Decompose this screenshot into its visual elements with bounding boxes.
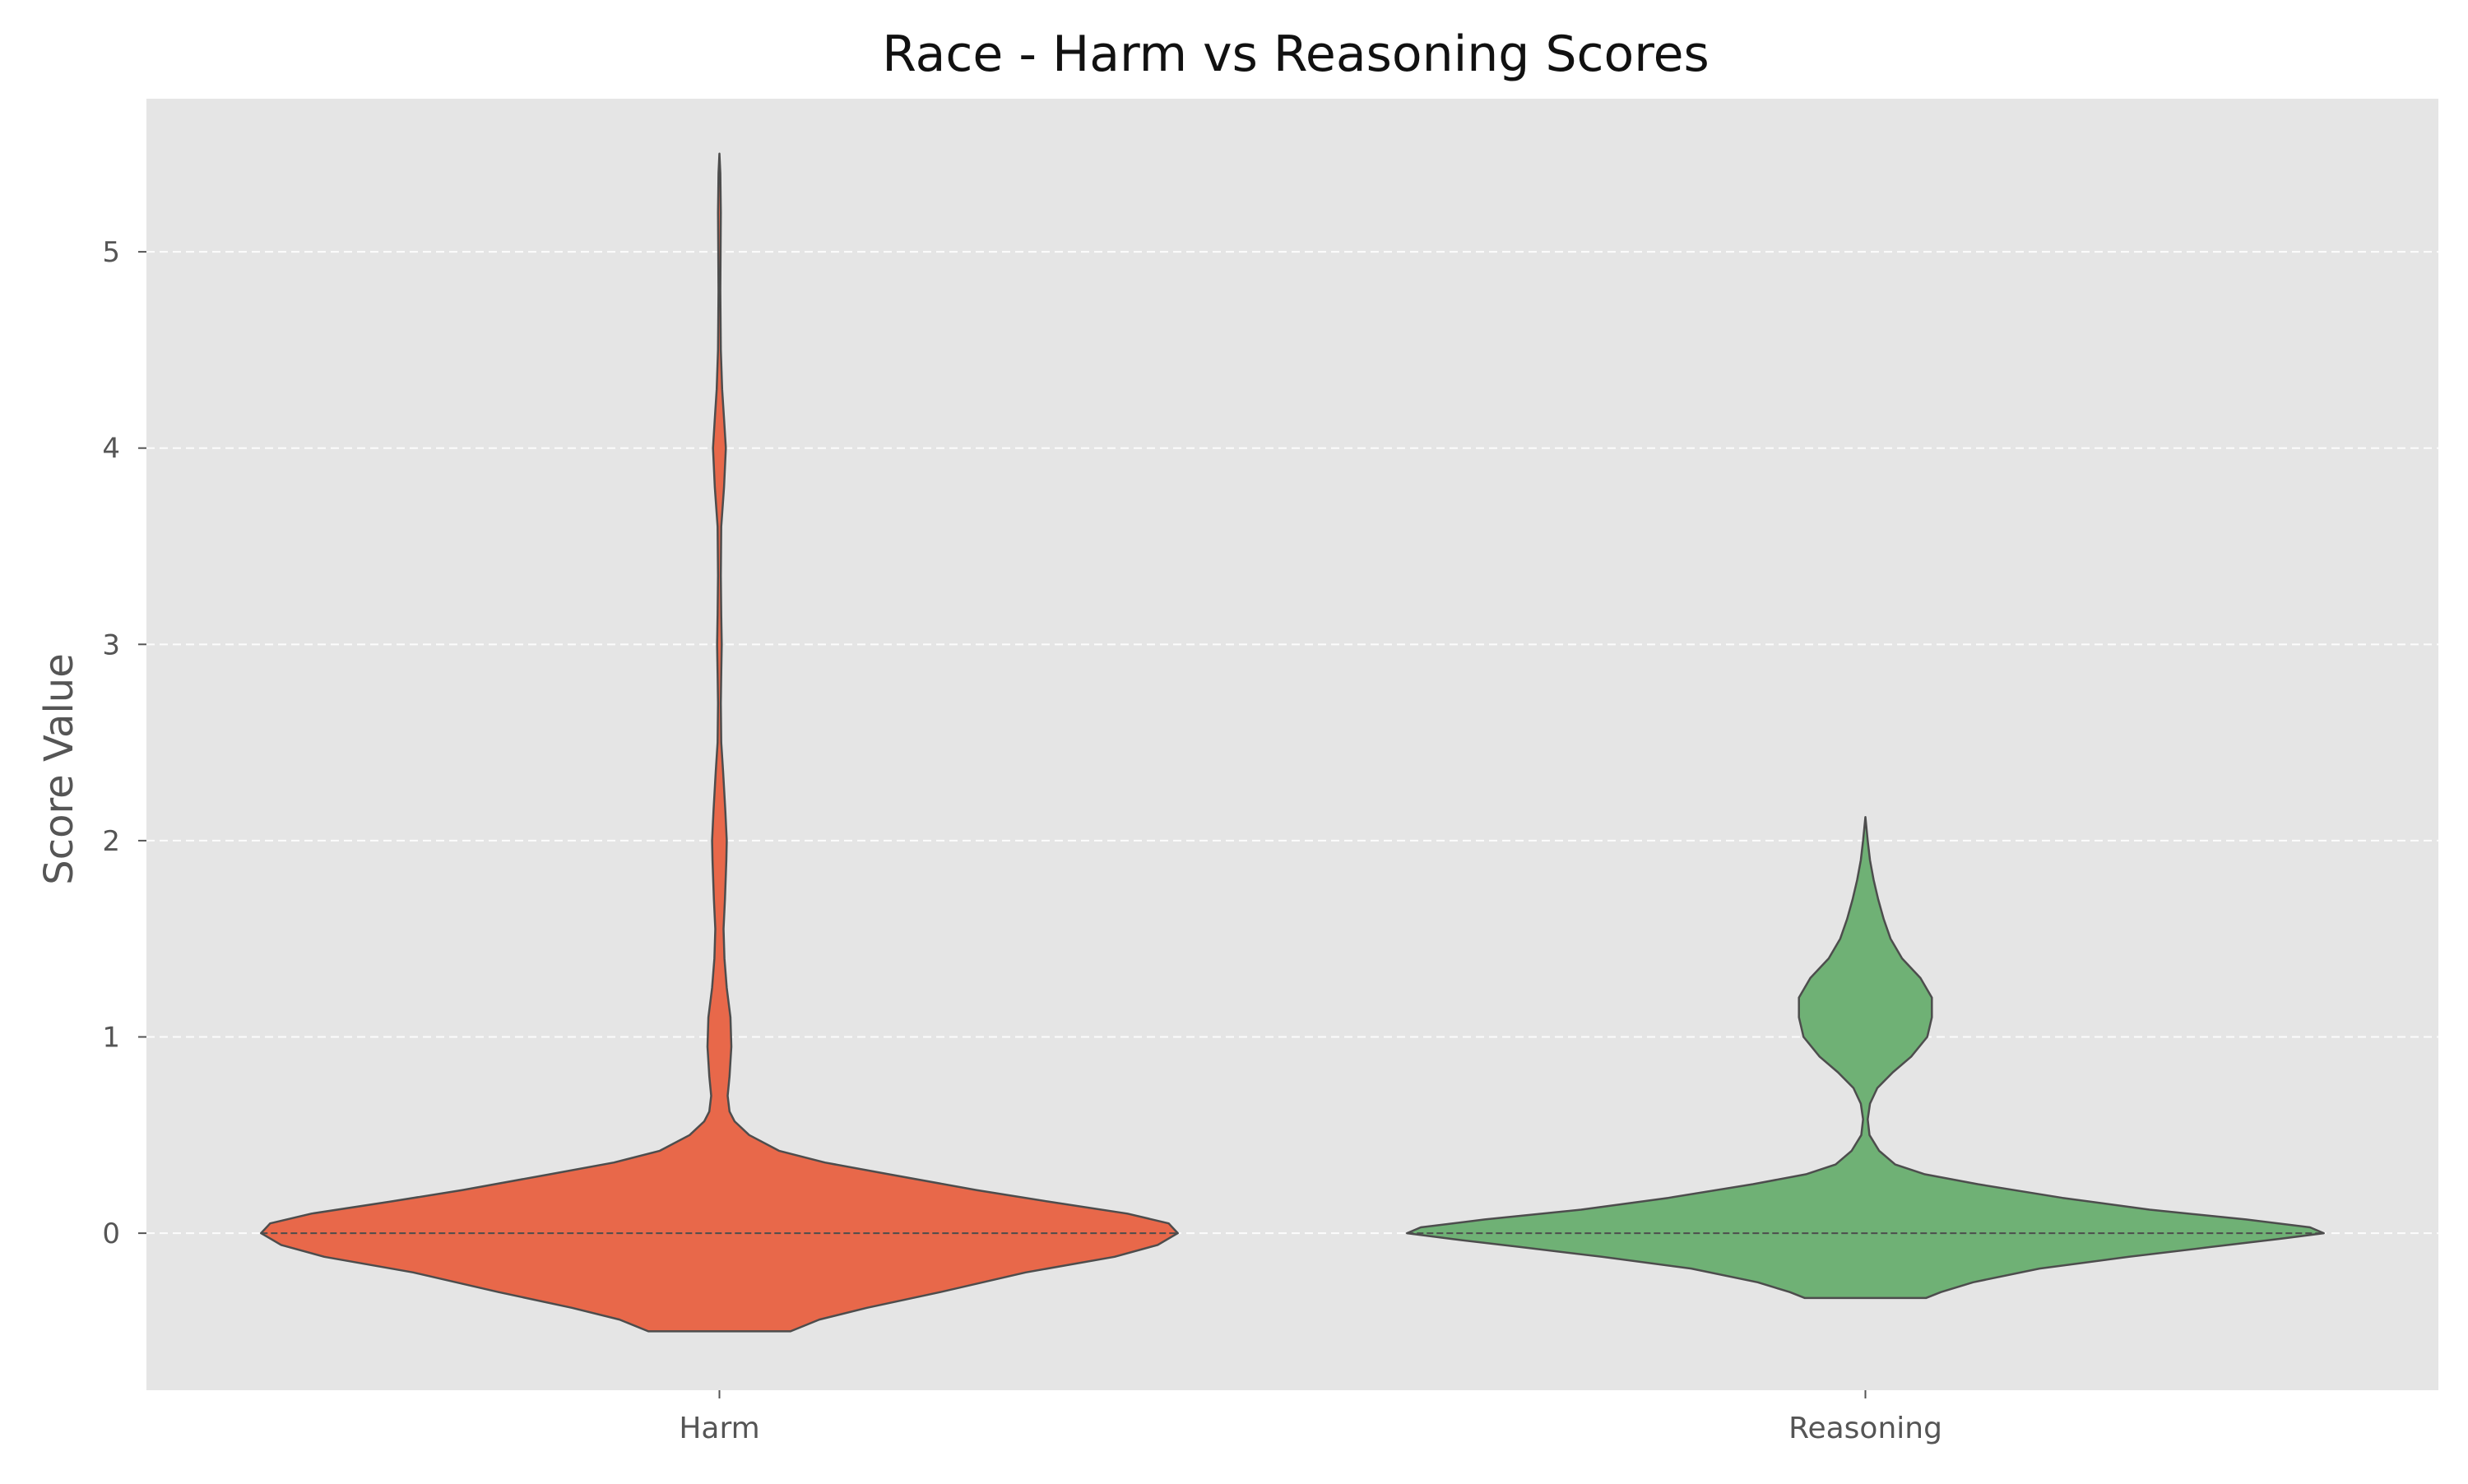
chart-title: Race - Harm vs Reasoning Scores (882, 26, 1710, 83)
y-tick-label-1: 1 (102, 1022, 120, 1055)
y-tick-label-0: 0 (102, 1217, 120, 1250)
y-tick-label-4: 4 (102, 433, 120, 466)
x-tick-label-reasoning: Reasoning (1788, 1412, 1942, 1445)
y-axis-label: Score Value (36, 653, 82, 885)
violin-harm (260, 152, 1179, 1333)
x-tick-label-harm: Harm (679, 1412, 759, 1445)
y-tick-label-5: 5 (102, 236, 120, 269)
y-tick-label-2: 2 (102, 825, 120, 858)
y-tick-label-3: 3 (102, 628, 120, 661)
violins (260, 152, 2325, 1333)
axes: 0 1 2 3 4 5 Harm Reasoning (102, 236, 1942, 1445)
plot-area (146, 99, 2438, 1390)
violin-reasoning (1406, 816, 2325, 1300)
